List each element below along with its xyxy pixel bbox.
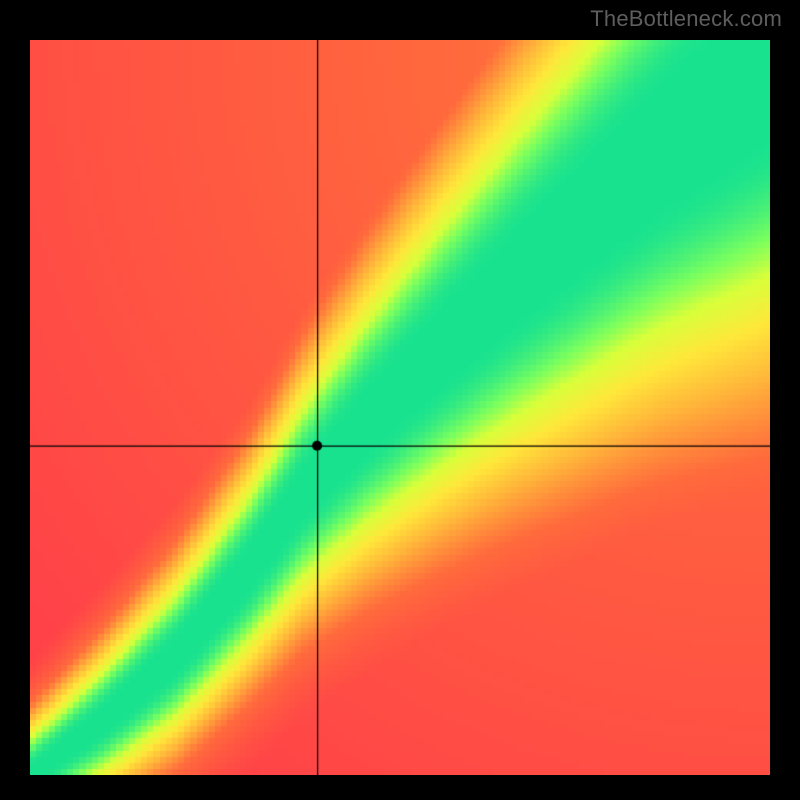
chart-container: TheBottleneck.com xyxy=(0,0,800,800)
watermark-text: TheBottleneck.com xyxy=(590,6,782,32)
heatmap-canvas xyxy=(30,40,770,775)
plot-area xyxy=(30,40,770,775)
